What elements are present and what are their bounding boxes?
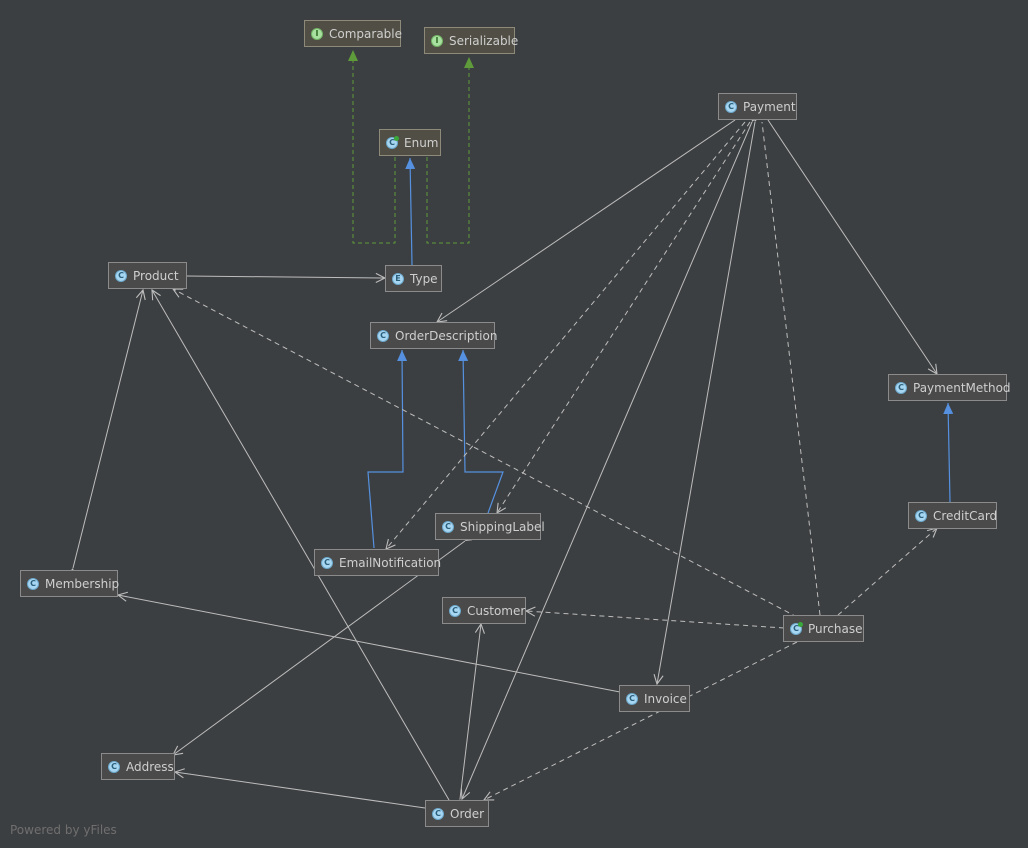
- node-label: ShippingLabel: [460, 519, 545, 534]
- edge-purchase-payment: [761, 121, 821, 616]
- edge-payment-shipping: [497, 121, 751, 513]
- class-icon: C: [895, 381, 907, 394]
- edge-purchase-customer: [526, 611, 785, 629]
- node-label: Order: [450, 806, 485, 821]
- node-comparable[interactable]: I Comparable: [304, 20, 403, 47]
- node-label: Comparable: [329, 26, 403, 41]
- edge-payment-invoice: [657, 122, 755, 684]
- class-icon: C: [321, 556, 333, 569]
- class-icon: C: [626, 692, 638, 705]
- node-order-description[interactable]: C OrderDescription: [370, 322, 498, 349]
- class-icon: C: [115, 269, 127, 282]
- node-payment[interactable]: C Payment: [718, 93, 797, 120]
- edge-type-enum: [405, 157, 416, 266]
- node-label: Enum: [404, 135, 439, 150]
- node-label: Address: [126, 759, 174, 774]
- class-icon: C: [790, 621, 803, 635]
- node-purchase[interactable]: C Purchase: [783, 615, 864, 642]
- edge-order-address: [175, 772, 425, 808]
- interface-icon: I: [311, 27, 323, 40]
- edge-email-orderdescription: [367, 349, 408, 549]
- class-icon: C: [377, 329, 389, 342]
- node-label: Serializable: [449, 33, 519, 48]
- class-icon: C: [725, 100, 737, 113]
- node-label: CreditCard: [933, 508, 998, 523]
- edge-payment-order: [462, 122, 752, 799]
- edge-payment-paymentmethod: [768, 120, 937, 374]
- class-icon: C: [432, 807, 444, 820]
- class-icon: C: [449, 604, 461, 617]
- class-icon: C: [27, 577, 39, 590]
- node-payment-method[interactable]: C PaymentMethod: [888, 374, 1011, 401]
- edge-order-customer: [460, 624, 481, 799]
- node-label: OrderDescription: [395, 328, 498, 343]
- edge-payment-orderdescription: [437, 120, 735, 322]
- edge-shipping-address: [173, 541, 465, 755]
- enum-icon: E: [392, 272, 404, 285]
- node-email-notification[interactable]: C EmailNotification: [314, 549, 442, 576]
- class-icon: C: [442, 520, 454, 533]
- edge-payment-email: [386, 121, 746, 549]
- node-label: Payment: [743, 99, 796, 114]
- edge-purchase-product: [173, 289, 798, 618]
- node-label: Type: [410, 271, 438, 286]
- edge-order-product: [152, 290, 449, 800]
- edge-creditcard-paymentmethod: [943, 402, 954, 503]
- node-order[interactable]: C Order: [425, 800, 489, 827]
- class-icon: C: [108, 760, 120, 773]
- edge-invoice-membership: [118, 595, 620, 692]
- node-invoice[interactable]: C Invoice: [619, 685, 690, 712]
- class-icon: C: [915, 509, 927, 522]
- footer-powered-by: Powered by yFiles: [10, 823, 117, 837]
- edge-shipping-orderdescription: [458, 349, 504, 514]
- edge-purchase-creditcard: [837, 528, 937, 616]
- node-label: Membership: [45, 576, 120, 591]
- node-credit-card[interactable]: C CreditCard: [908, 502, 997, 529]
- edge-membership-product: [73, 290, 143, 568]
- edge-enum-comparable: [348, 50, 396, 244]
- node-label: Product: [133, 268, 179, 283]
- edge-purchase-order: [484, 641, 798, 800]
- node-label: Purchase: [808, 621, 863, 636]
- abstract-class-icon: C: [386, 135, 399, 149]
- node-shipping-label[interactable]: C ShippingLabel: [435, 513, 545, 540]
- node-label: EmailNotification: [339, 555, 442, 570]
- node-serializable[interactable]: I Serializable: [424, 27, 519, 54]
- node-type[interactable]: E Type: [385, 265, 442, 292]
- node-label: PaymentMethod: [913, 380, 1011, 395]
- node-membership[interactable]: C Membership: [20, 570, 120, 597]
- interface-icon: I: [431, 34, 443, 47]
- node-label: Customer: [467, 603, 526, 618]
- edge-product-type: [186, 276, 385, 278]
- node-address[interactable]: C Address: [101, 753, 175, 780]
- node-customer[interactable]: C Customer: [442, 597, 526, 624]
- node-product[interactable]: C Product: [108, 262, 187, 289]
- node-enum[interactable]: C Enum: [379, 129, 441, 156]
- node-label: Invoice: [644, 691, 687, 706]
